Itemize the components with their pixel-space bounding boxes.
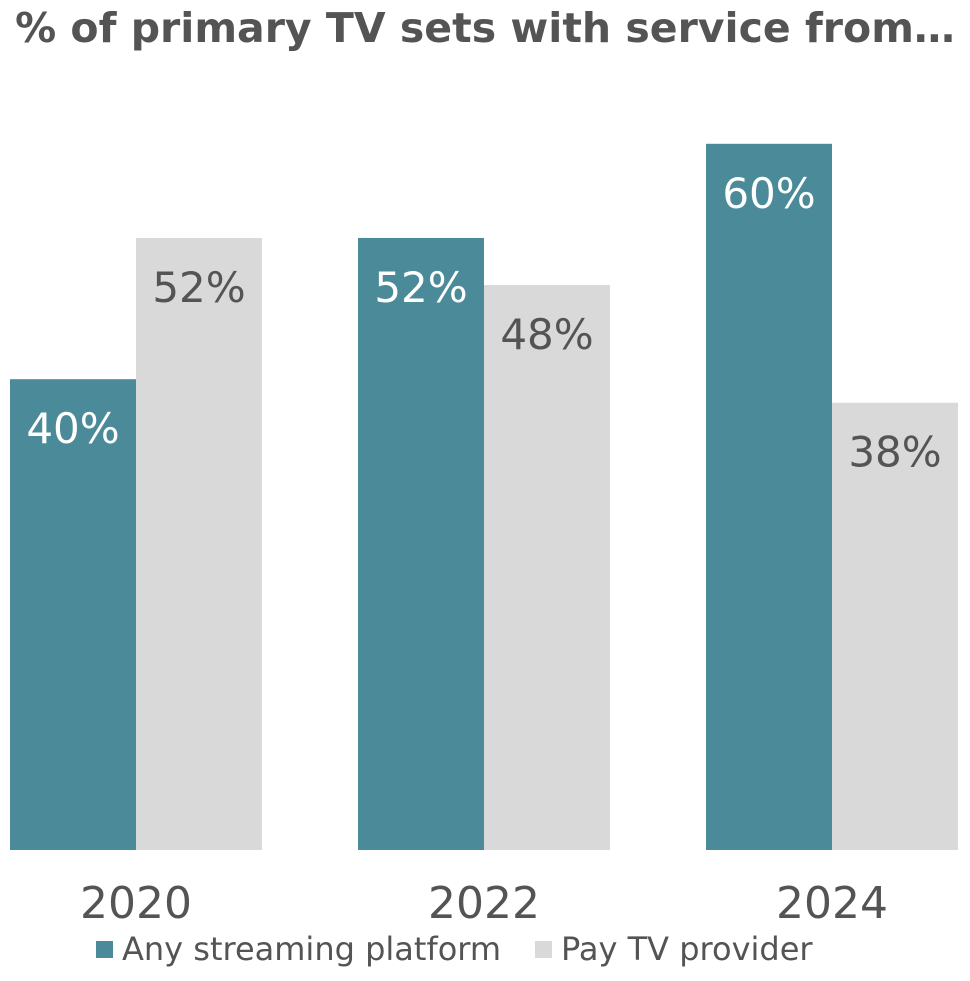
data-label-streaming-2020: 40% [26,404,119,453]
legend-label-streaming: Any streaming platform [122,930,502,968]
legend-item-streaming: Any streaming platform [96,930,501,968]
bar-paytv-2024 [832,402,958,850]
category-label-2024: 2024 [776,878,888,929]
data-label-paytv-2024: 38% [848,428,941,477]
bar-streaming-2022 [358,237,484,850]
bar-paytv-2022 [484,285,610,850]
legend-swatch-paytv [535,940,553,958]
category-label-2020: 2020 [80,878,192,929]
data-label-paytv-2020: 52% [152,263,245,312]
chart-title: % of primary TV sets with service from… [15,4,955,52]
bar-streaming-2024 [706,143,832,851]
data-label-streaming-2024: 60% [722,169,815,218]
legend-swatch-streaming [96,940,113,958]
bar-streaming-2020 [10,379,136,850]
data-label-streaming-2022: 52% [374,263,467,312]
data-label-paytv-2022: 48% [500,310,593,359]
category-label-2022: 2022 [428,878,540,929]
legend: Any streaming platform Pay TV provider [96,930,813,968]
legend-item-paytv: Pay TV provider [535,930,813,968]
bar-paytv-2020 [136,237,262,850]
legend-label-paytv: Pay TV provider [561,930,813,968]
